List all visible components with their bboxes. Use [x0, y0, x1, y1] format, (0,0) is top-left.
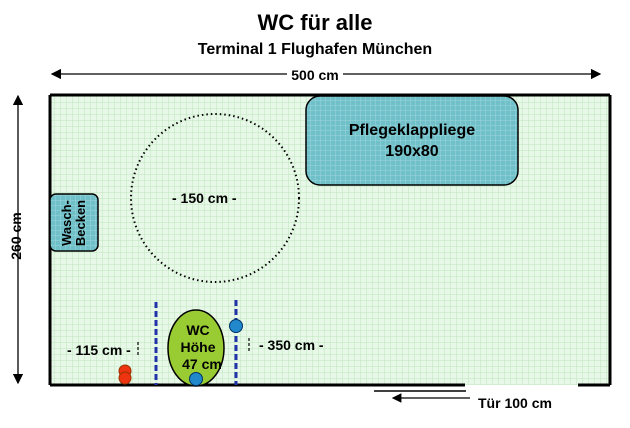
diagram-subtitle: Terminal 1 Flughafen München — [197, 41, 433, 58]
left-distance-label: - 115 cm - — [67, 342, 131, 358]
sink-label-line2: Becken — [73, 199, 88, 247]
door-label: Tür 100 cm — [478, 395, 552, 411]
blue-marker-bar — [229, 319, 243, 333]
turning-circle — [130, 113, 300, 283]
width-dimension-label: 500 cm — [287, 67, 343, 83]
changing-table-label-line1: Pflegeklappliege — [348, 122, 476, 139]
toilet-label: WC Höhe 47 cm — [168, 322, 228, 373]
right-distance-label: - 350 cm - — [259, 337, 324, 353]
sink — [49, 193, 99, 252]
toilet-label-line2: Höhe — [180, 339, 216, 355]
turning-circle-label: - 150 cm - — [172, 190, 237, 206]
height-dimension-label: 260 cm — [8, 212, 24, 260]
red-marker-bottom — [118, 371, 132, 385]
changing-table-label: Pflegeklappliege 190x80 — [306, 120, 518, 162]
sink-label-line1: Wasch- — [59, 200, 74, 246]
changing-table — [305, 95, 519, 186]
blue-marker-toilet — [189, 372, 203, 386]
diagram-title: WC für alle — [257, 10, 373, 35]
toilet-label-line3: 47 cm — [182, 356, 222, 372]
sink-label: Wasch- Becken — [47, 193, 101, 253]
toilet-label-line1: WC — [186, 322, 210, 338]
changing-table-label-line2: 190x80 — [385, 143, 439, 160]
